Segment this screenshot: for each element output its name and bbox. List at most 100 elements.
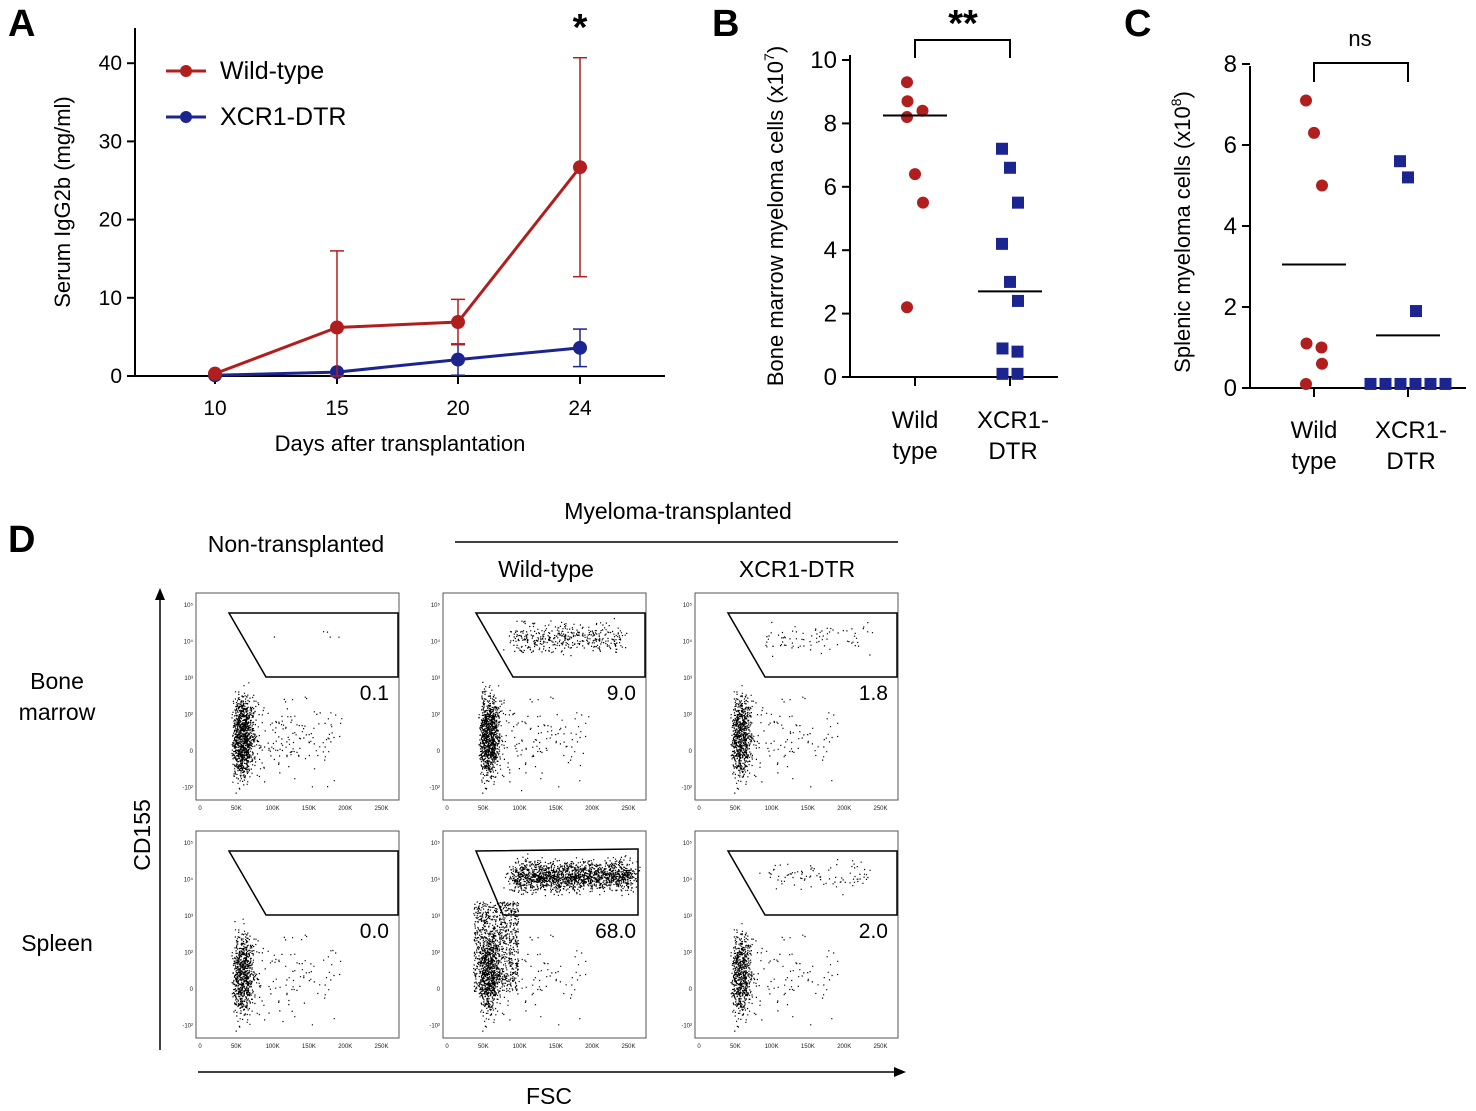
facs-plot-frame: [195, 830, 400, 1039]
facs-x-tick-label: 100K: [513, 1044, 527, 1050]
b-point-xcr1-dtr: [996, 142, 1008, 155]
a-y-axis-title: Serum IgG2b (mg/ml): [50, 96, 75, 308]
facs-x-tick-label: 50K: [231, 1044, 242, 1050]
d-fsc-axis-label: FSC: [526, 1083, 572, 1109]
facs-x-tick-label: 200K: [585, 1044, 599, 1050]
facs-x-tick-label: 50K: [478, 1044, 489, 1050]
c-point-xcr1-dtr: [1394, 377, 1407, 390]
facs-plot-frame: [195, 592, 400, 801]
facs-x-tick-label: 250K: [621, 1044, 635, 1050]
c-category-label: Wild: [1291, 417, 1338, 444]
facs-y-tick-label: -10²: [681, 786, 692, 792]
c-y-tick-label: 6: [1224, 132, 1237, 159]
b-y-tick-label: 6: [824, 174, 837, 201]
facs-x-tick-label: 200K: [585, 806, 599, 812]
c-point-xcr1-dtr: [1424, 377, 1437, 390]
facs-y-tick-label: -10²: [681, 1024, 692, 1030]
b-point-wild-type: [916, 104, 929, 117]
facs-gate-percentage: 1.8: [859, 682, 888, 705]
facs-gate: [474, 848, 639, 916]
facs-y-tick-label: 0: [437, 987, 441, 993]
facs-x-tick-label: 150K: [302, 806, 316, 812]
a-series-line-xcr1-dtr: [214, 346, 581, 377]
b-y-tick-label: 10: [810, 47, 837, 74]
c-y-axis-title: Splenic myeloma cells (x108): [1168, 91, 1195, 373]
b-point-xcr1-dtr: [996, 342, 1009, 355]
facs-y-tick-label: 10⁴: [683, 639, 693, 646]
c-y-axis-title-main: Splenic myeloma cells (x10: [1170, 106, 1195, 373]
panel-label-a: A: [8, 3, 35, 45]
b-significance-bracket: [914, 39, 1011, 58]
facs-y-tick-label: 10⁴: [431, 877, 441, 884]
facs-x-tick-label: 50K: [730, 1044, 741, 1050]
facs-y-tick-label: 10⁵: [431, 840, 441, 847]
facs-y-tick-label: 10²: [184, 713, 193, 719]
c-y-tick-label: 0: [1224, 375, 1237, 402]
facs-y-tick-label: 10³: [683, 676, 692, 682]
b-point-xcr1-dtr: [1004, 161, 1016, 174]
facs-plot-1-0: 10⁵ 10⁴ 10³ 10² 0 -10² 0 50K 100K 150K 200K 250K 0.0: [182, 830, 400, 1050]
facs-x-tick-label: 200K: [338, 806, 352, 812]
c-point-wild-type: [1300, 94, 1312, 107]
facs-x-tick-label: 100K: [765, 1044, 779, 1050]
c-category-label: type: [1291, 448, 1336, 475]
c-point-wild-type: [1308, 126, 1320, 139]
facs-x-tick-label: 200K: [837, 806, 851, 812]
facs-x-tick-label: 0: [697, 1044, 701, 1050]
b-point-wild-type: [901, 76, 913, 89]
c-y-tick-label: 8: [1224, 51, 1237, 78]
facs-y-tick-label: 0: [689, 987, 693, 993]
facs-x-tick-label: 150K: [549, 806, 563, 812]
a-x-tick-label: 20: [446, 397, 469, 420]
facs-x-tick-label: 150K: [801, 1044, 815, 1050]
a-point-wild-type: [451, 315, 465, 330]
facs-plot-frame: [694, 830, 899, 1039]
facs-events: [231, 918, 342, 1032]
facs-plot-1-2: 10⁵ 10⁴ 10³ 10² 0 -10² 0 50K 100K 150K 200K 250K 2.0: [681, 830, 899, 1050]
facs-x-tick-label: 250K: [873, 1044, 887, 1050]
facs-y-tick-label: -10²: [429, 1024, 440, 1030]
facs-x-tick-label: 100K: [765, 806, 779, 812]
facs-y-tick-label: 0: [190, 749, 194, 755]
c-point-xcr1-dtr: [1364, 377, 1377, 390]
facs-y-tick-label: 0: [190, 987, 194, 993]
a-x-tick-label: 15: [325, 397, 348, 420]
b-significance-label: **: [948, 3, 978, 45]
d-header-myeloma-transplanted: Myeloma-transplanted: [564, 498, 792, 524]
facs-x-tick-label: 250K: [873, 806, 887, 812]
panel-b-dot-plot: 0 2 4 6 8 10 Wild type XCR1- DTR ** Bone marrow …: [761, 3, 1058, 465]
facs-events: [473, 853, 641, 1032]
b-point-xcr1-dtr: [1012, 196, 1024, 209]
c-point-wild-type: [1315, 341, 1328, 354]
d-cd155-arrow-head: [155, 588, 165, 600]
c-significance-label: ns: [1348, 26, 1371, 51]
b-point-xcr1-dtr: [1004, 275, 1016, 288]
facs-x-tick-label: 50K: [231, 806, 242, 812]
facs-gate: [726, 850, 898, 916]
b-y-tick-label: 0: [824, 364, 837, 391]
b-category-label: XCR1-: [977, 407, 1049, 434]
a-y-tick-label: 20: [99, 209, 122, 232]
c-y-axis-title-exponent: 8: [1168, 98, 1184, 106]
facs-gate-percentage: 9.0: [607, 682, 636, 705]
c-significance-bracket: [1313, 62, 1409, 82]
facs-x-tick-label: 0: [445, 1044, 449, 1050]
facs-y-tick-label: -10²: [429, 786, 440, 792]
facs-y-tick-label: 10⁵: [683, 602, 693, 609]
facs-gate: [474, 612, 646, 678]
b-y-tick-label: 4: [824, 237, 837, 264]
a-y-tick-label: 10: [99, 287, 122, 310]
facs-y-tick-label: 10³: [184, 914, 193, 920]
a-series-line-wild-type: [214, 166, 582, 376]
panel-label-c: C: [1124, 3, 1151, 45]
b-point-xcr1-dtr: [1012, 294, 1024, 307]
facs-y-tick-label: 10⁵: [431, 602, 441, 609]
panel-c-dot-plot: 0 2 4 6 8 Wild type XCR1- DTR ns Splenic myelom…: [1168, 26, 1466, 475]
facs-x-tick-label: 100K: [266, 806, 280, 812]
a-x-tick-label: 10: [203, 397, 226, 420]
facs-y-tick-label: 10⁴: [431, 639, 441, 646]
a-legend: Wild-type XCR1-DTR: [166, 57, 346, 131]
panel-d-flow-cytometry: Non-transplanted Myeloma-transplanted Wi…: [19, 498, 906, 1109]
facs-plot-1-1: 10⁵ 10⁴ 10³ 10² 0 -10² 0 50K 100K 150K 200K 250K 68.…: [429, 830, 647, 1050]
facs-x-tick-label: 250K: [621, 806, 635, 812]
